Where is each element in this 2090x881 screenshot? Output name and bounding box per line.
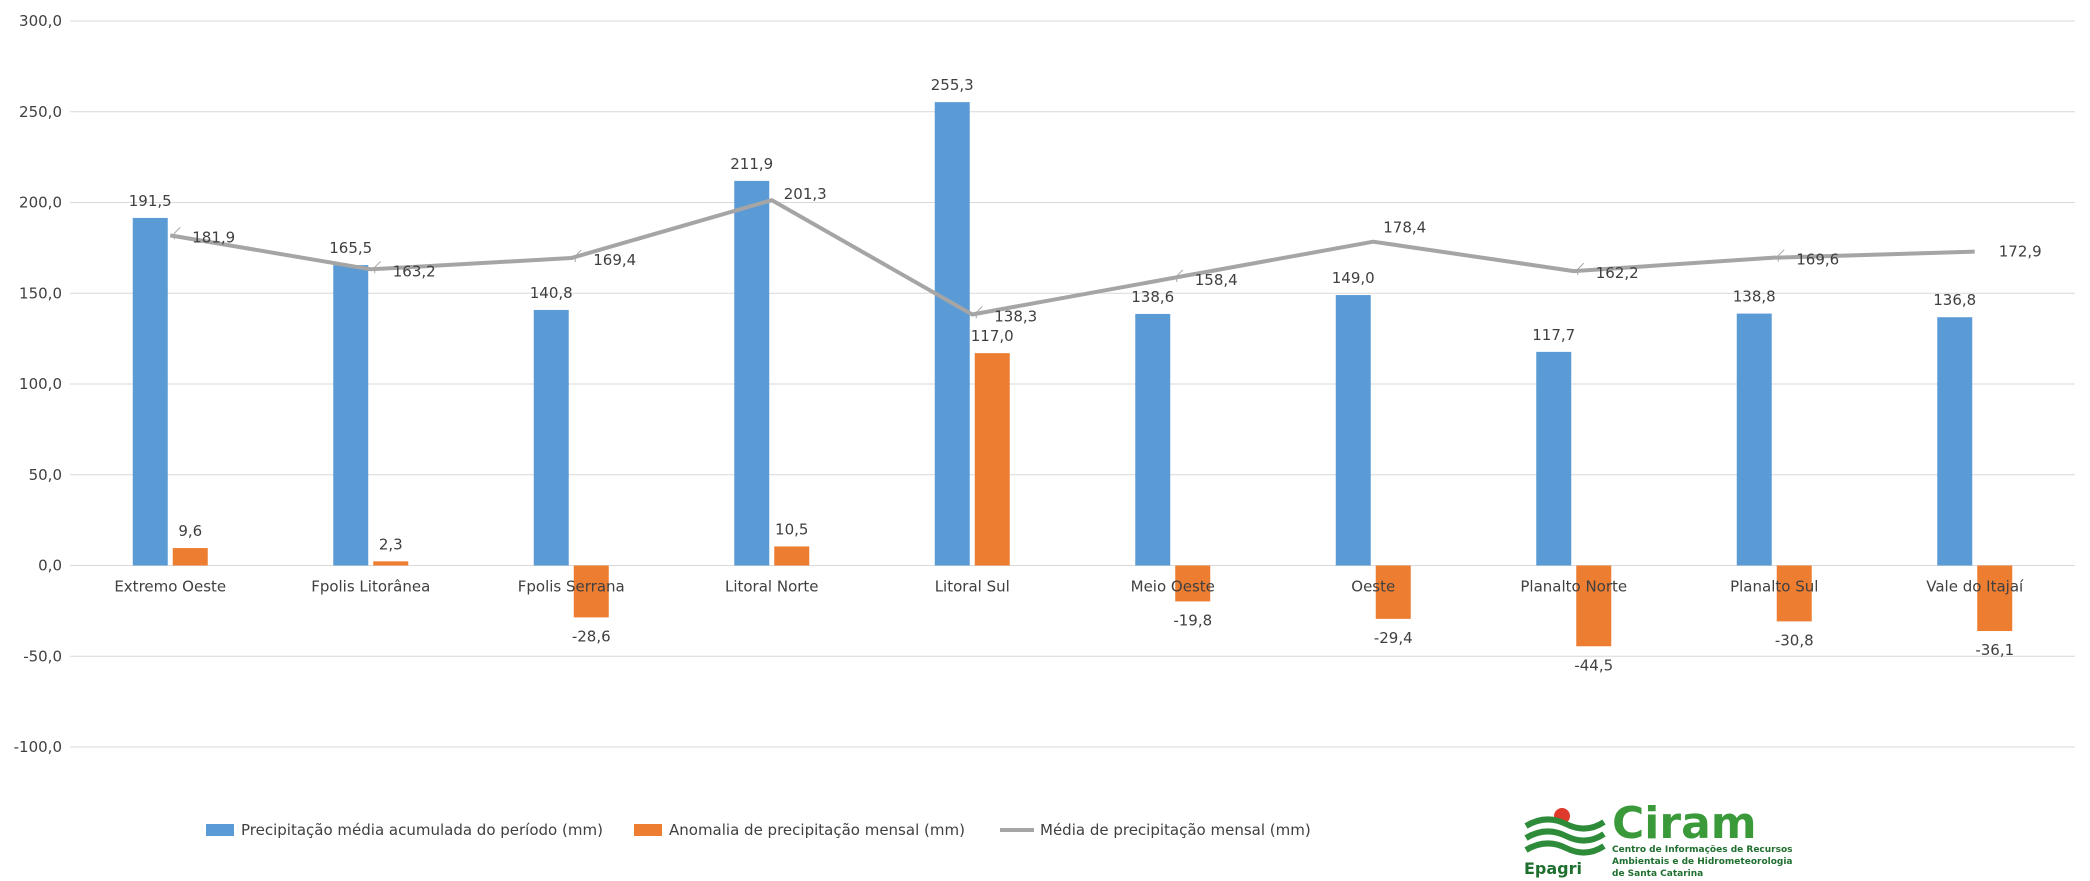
- logo-emblem-icon: [1524, 808, 1606, 856]
- data-label-average: 201,3: [784, 185, 827, 203]
- bar-precipitation: [734, 180, 770, 566]
- legend-swatch-precipitation: [206, 824, 234, 836]
- data-label-precipitation: 140,8: [530, 284, 573, 302]
- average-line: [169, 198, 1975, 317]
- category-label: Meio Oeste: [1131, 578, 1215, 596]
- bar-precipitation: [934, 102, 970, 566]
- data-label-leader: [975, 306, 983, 319]
- data-label-precipitation: 191,5: [129, 192, 172, 210]
- y-tick-label: 100,0: [19, 375, 62, 393]
- data-label-leader: [374, 260, 382, 274]
- y-tick-label: 50,0: [29, 466, 62, 484]
- data-label-average: 169,4: [593, 251, 636, 269]
- data-label-average: 162,2: [1596, 264, 1639, 282]
- data-labels: 191,5 9,6 165,5 2,3 140,8 -28,6 211,9 10,5 255,3…: [129, 76, 2042, 674]
- data-label-precipitation: 165,5: [329, 239, 372, 257]
- legend-swatch-anomaly: [634, 824, 662, 836]
- y-tick-label: 150,0: [19, 284, 62, 302]
- data-label-anomaly: -30,8: [1775, 631, 1814, 649]
- bar-anomaly: [1576, 565, 1612, 647]
- data-label-anomaly: -19,8: [1173, 611, 1212, 629]
- data-label-anomaly: 10,5: [775, 520, 808, 538]
- logo-title: Ciram: [1612, 798, 1757, 849]
- y-axis-ticks: 300,0 250,0 200,0 150,0 100,0 50,0 0,0 -50,0 -10…: [14, 12, 62, 756]
- data-label-anomaly: -36,1: [1975, 641, 2014, 659]
- bar-precipitation: [1736, 313, 1772, 566]
- bar-precipitation: [533, 309, 569, 566]
- data-label-leader: [574, 249, 582, 263]
- category-label: Litoral Sul: [935, 578, 1010, 596]
- legend-label-average: Média de precipitação mensal (mm): [1040, 821, 1311, 839]
- data-label-precipitation: 211,9: [730, 155, 773, 173]
- bars: [132, 102, 2013, 647]
- bar-anomaly: [1375, 565, 1411, 619]
- legend-label-precipitation: Precipitação média acumulada do período …: [241, 821, 603, 839]
- data-label-precipitation: 138,8: [1733, 288, 1776, 306]
- bar-anomaly: [974, 353, 1010, 566]
- data-label-leader: [1577, 262, 1585, 276]
- data-label-average: 138,3: [994, 307, 1037, 325]
- data-label-precipitation: 117,7: [1532, 326, 1575, 344]
- category-label: Vale do Itajaí: [1926, 578, 2024, 596]
- bar-precipitation: [1335, 295, 1371, 566]
- bar-anomaly: [774, 546, 810, 566]
- y-tick-label: 300,0: [19, 12, 62, 30]
- y-tick-label: -50,0: [23, 647, 62, 665]
- y-tick-label: -100,0: [14, 738, 62, 756]
- data-label-precipitation: 255,3: [931, 76, 974, 94]
- legend-label-anomaly: Anomalia de precipitação mensal (mm): [669, 821, 965, 839]
- bar-precipitation: [1536, 351, 1572, 566]
- data-label-anomaly: -28,6: [572, 627, 611, 645]
- data-label-leader: [1777, 249, 1785, 262]
- bar-precipitation: [1135, 313, 1171, 566]
- category-label: Oeste: [1351, 578, 1395, 596]
- ciram-epagri-logo: Ciram Epagri Centro de Informações de Re…: [1524, 798, 1793, 879]
- logo-subtitle-line-3: de Santa Catarina: [1612, 869, 1703, 879]
- bar-precipitation: [132, 217, 168, 566]
- bar-precipitation: [333, 265, 369, 566]
- bar-anomaly: [172, 548, 208, 566]
- category-label: Extremo Oeste: [114, 578, 226, 596]
- data-label-precipitation: 149,0: [1332, 269, 1375, 287]
- bar-anomaly: [1776, 565, 1812, 622]
- data-label-anomaly: 117,0: [971, 327, 1014, 345]
- category-label: Fpolis Litorânea: [311, 578, 430, 596]
- y-tick-label: 200,0: [19, 194, 62, 212]
- category-label: Litoral Norte: [725, 578, 819, 596]
- data-label-average: 163,2: [393, 262, 436, 280]
- x-axis-categories: Extremo Oeste Fpolis Litorânea Fpolis Serr…: [114, 578, 2024, 596]
- data-label-precipitation: 136,8: [1933, 291, 1976, 309]
- category-label: Fpolis Serrana: [518, 578, 625, 596]
- data-label-leader: [173, 226, 181, 240]
- data-label-anomaly: -29,4: [1374, 629, 1413, 647]
- data-label-average: 172,9: [1999, 243, 2042, 261]
- data-label-precipitation: 138,6: [1131, 288, 1174, 306]
- logo-org: Epagri: [1524, 859, 1582, 878]
- data-label-leader: [1176, 269, 1184, 283]
- bar-anomaly: [573, 565, 609, 618]
- data-label-average: 169,6: [1796, 251, 1839, 269]
- logo-subtitle-line-1: Centro de Informações de Recursos: [1612, 845, 1793, 855]
- bar-anomaly: [1977, 565, 2013, 632]
- data-label-anomaly: 9,6: [178, 522, 202, 540]
- bar-precipitation: [1937, 317, 1973, 566]
- data-label-average: 158,4: [1195, 271, 1238, 289]
- category-label: Planalto Norte: [1520, 578, 1627, 596]
- data-label-anomaly: 2,3: [379, 535, 403, 553]
- y-tick-label: 0,0: [38, 557, 62, 575]
- legend: Precipitação média acumulada do período …: [206, 821, 1311, 839]
- data-label-average: 181,9: [192, 228, 235, 246]
- logo-subtitle-line-2: Ambientais e de Hidrometeorologia: [1612, 857, 1793, 867]
- bar-anomaly: [1175, 565, 1211, 602]
- average-line-path: [169, 198, 1975, 317]
- data-label-anomaly: -44,5: [1574, 656, 1613, 674]
- data-label-average: 178,4: [1383, 219, 1426, 237]
- bar-anomaly: [373, 561, 409, 566]
- y-tick-label: 250,0: [19, 103, 62, 121]
- category-label: Planalto Sul: [1730, 578, 1818, 596]
